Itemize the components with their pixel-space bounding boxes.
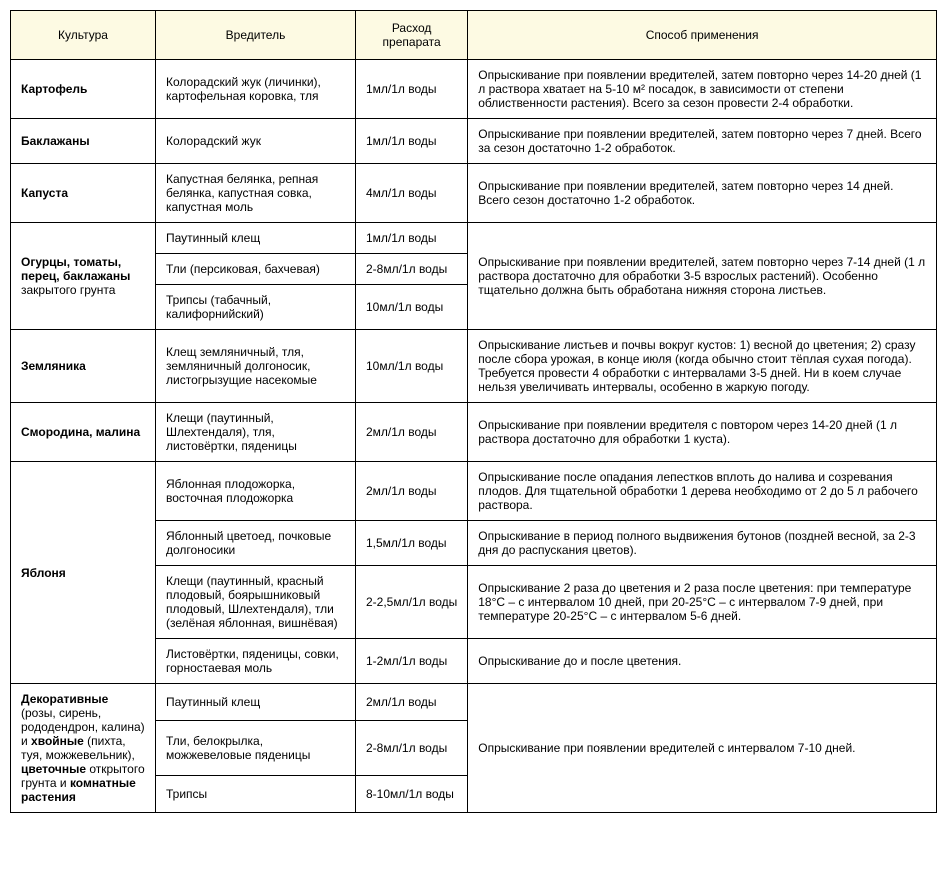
cell-usage: Опрыскивание 2 раза до цветения и 2 раза… bbox=[468, 566, 937, 639]
cell-dosage: 1мл/1л воды bbox=[356, 223, 468, 254]
cell-pest: Яблонная плодожорка, восточная плодожорк… bbox=[156, 462, 356, 521]
cell-pest: Колорадский жук bbox=[156, 119, 356, 164]
table-row: КартофельКолорадский жук (личинки), карт… bbox=[11, 60, 937, 119]
cell-dosage: 10мл/1л воды bbox=[356, 285, 468, 330]
cell-dosage: 2мл/1л воды bbox=[356, 403, 468, 462]
cell-dosage: 2-8мл/1л воды bbox=[356, 254, 468, 285]
cell-pest: Колорадский жук (личинки), картофельная … bbox=[156, 60, 356, 119]
cell-pest: Паутинный клещ bbox=[156, 684, 356, 721]
cell-dosage: 8-10мл/1л воды bbox=[356, 775, 468, 812]
cell-culture: Яблоня bbox=[11, 462, 156, 684]
cell-usage: Опрыскивание до и после цветения. bbox=[468, 639, 937, 684]
cell-pest: Листовёртки, пяденицы, совки, горностаев… bbox=[156, 639, 356, 684]
cell-dosage: 1,5мл/1л воды bbox=[356, 521, 468, 566]
cell-culture: Земляника bbox=[11, 330, 156, 403]
header-pest: Вредитель bbox=[156, 11, 356, 60]
cell-dosage: 10мл/1л воды bbox=[356, 330, 468, 403]
cell-usage: Опрыскивание при появлении вредителей, з… bbox=[468, 119, 937, 164]
cell-usage: Опрыскивание листьев и почвы вокруг куст… bbox=[468, 330, 937, 403]
cell-culture: Смородина, малина bbox=[11, 403, 156, 462]
cell-culture: Декоративные (розы, сирень, рододендрон,… bbox=[11, 684, 156, 813]
cell-culture: Капуста bbox=[11, 164, 156, 223]
cell-dosage: 2мл/1л воды bbox=[356, 684, 468, 721]
table-row: ЗемляникаКлещ земляничный, тля, землянич… bbox=[11, 330, 937, 403]
cell-pest: Капустная белянка, репная белянка, капус… bbox=[156, 164, 356, 223]
header-usage: Способ применения bbox=[468, 11, 937, 60]
pesticide-usage-table: Культура Вредитель Расход препарата Спос… bbox=[10, 10, 937, 813]
header-dosage: Расход препарата bbox=[356, 11, 468, 60]
cell-pest: Яблонный цветоед, почковые долгоносики bbox=[156, 521, 356, 566]
cell-pest: Клещи (паутинный, Шлехтендаля), тля, лис… bbox=[156, 403, 356, 462]
cell-dosage: 2-2,5мл/1л воды bbox=[356, 566, 468, 639]
cell-pest: Трипсы bbox=[156, 775, 356, 812]
cell-pest: Трипсы (табачный, калифорнийский) bbox=[156, 285, 356, 330]
cell-pest: Тли, белокрылка, можжевеловые пяденицы bbox=[156, 721, 356, 775]
cell-culture: Картофель bbox=[11, 60, 156, 119]
table-row: Смородина, малинаКлещи (паутинный, Шлехт… bbox=[11, 403, 937, 462]
cell-dosage: 4мл/1л воды bbox=[356, 164, 468, 223]
cell-pest: Паутинный клещ bbox=[156, 223, 356, 254]
cell-usage: Опрыскивание при появлении вредителей, з… bbox=[468, 223, 937, 330]
cell-dosage: 2-8мл/1л воды bbox=[356, 721, 468, 775]
header-culture: Культура bbox=[11, 11, 156, 60]
cell-usage: Опрыскивание при появлении вредителя с п… bbox=[468, 403, 937, 462]
cell-usage: Опрыскивание при появлении вредителей, з… bbox=[468, 164, 937, 223]
table-row: КапустаКапустная белянка, репная белянка… bbox=[11, 164, 937, 223]
table-row: БаклажаныКолорадский жук1мл/1л водыОпрыс… bbox=[11, 119, 937, 164]
cell-usage: Опрыскивание при появлении вредителей, з… bbox=[468, 60, 937, 119]
cell-culture: Огурцы, томаты, перец, баклажаны закрыто… bbox=[11, 223, 156, 330]
cell-usage: Опрыскивание после опадания лепестков вп… bbox=[468, 462, 937, 521]
cell-dosage: 1-2мл/1л воды bbox=[356, 639, 468, 684]
cell-dosage: 1мл/1л воды bbox=[356, 119, 468, 164]
table-body: КартофельКолорадский жук (личинки), карт… bbox=[11, 60, 937, 813]
table-row: Декоративные (розы, сирень, рододендрон,… bbox=[11, 684, 937, 721]
table-row: Огурцы, томаты, перец, баклажаны закрыто… bbox=[11, 223, 937, 254]
cell-pest: Клещи (паутинный, красный плодовый, бояр… bbox=[156, 566, 356, 639]
table-row: ЯблоняЯблонная плодожорка, восточная пло… bbox=[11, 462, 937, 521]
cell-dosage: 1мл/1л воды bbox=[356, 60, 468, 119]
cell-culture: Баклажаны bbox=[11, 119, 156, 164]
cell-pest: Клещ земляничный, тля, земляничный долго… bbox=[156, 330, 356, 403]
cell-pest: Тли (персиковая, бахчевая) bbox=[156, 254, 356, 285]
table-header: Культура Вредитель Расход препарата Спос… bbox=[11, 11, 937, 60]
cell-usage: Опрыскивание при появлении вредителей с … bbox=[468, 684, 937, 813]
cell-usage: Опрыскивание в период полного выдвижения… bbox=[468, 521, 937, 566]
cell-dosage: 2мл/1л воды bbox=[356, 462, 468, 521]
